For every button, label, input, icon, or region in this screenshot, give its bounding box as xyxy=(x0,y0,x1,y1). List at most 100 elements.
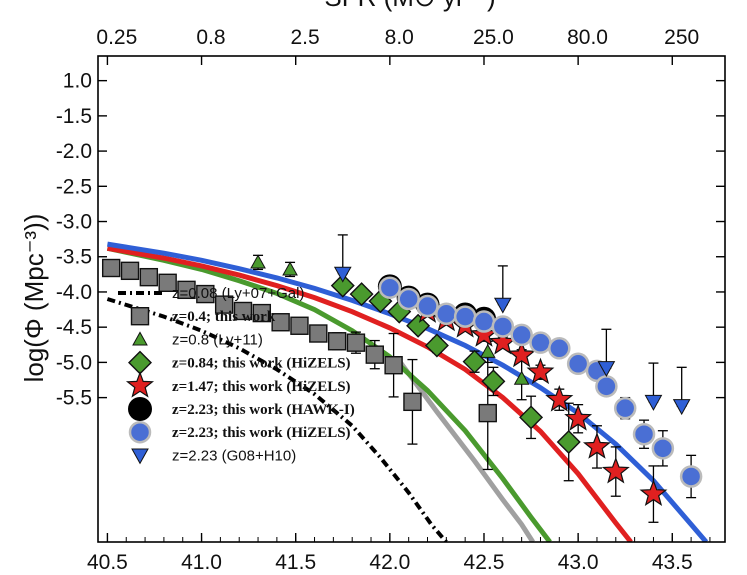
marker-z223-g08h10 xyxy=(672,399,691,416)
marker-z04 xyxy=(271,313,290,332)
marker-z223-hizels xyxy=(491,315,515,338)
y-tick-label: -1.5 xyxy=(56,105,92,128)
marker-z223-g08h10 xyxy=(644,394,663,411)
marker-z04 xyxy=(101,258,121,278)
x-tick-label: 42.5 xyxy=(464,551,505,574)
marker-z08 xyxy=(282,261,298,276)
marker-z223-g08h10 xyxy=(493,297,512,314)
x-tick-label: 42.0 xyxy=(369,551,410,574)
legend-marker-z04 xyxy=(130,307,150,326)
y-tick-label: -4.0 xyxy=(56,281,92,304)
marker-z223-hizels xyxy=(679,465,703,488)
marker-z04 xyxy=(309,324,328,343)
y-tick-label: -3.5 xyxy=(56,246,92,269)
y-tick-label: -3.0 xyxy=(56,211,92,234)
marker-z223-hizels xyxy=(632,422,656,446)
marker-z223-hizels xyxy=(416,294,439,318)
marker-z223-hizels xyxy=(595,375,618,398)
legend: z=0.08 (Ly+07+Gal) z=0.4; this work z=0.8 … xyxy=(118,285,355,465)
legend-marker-z223-hizels xyxy=(128,420,152,444)
marker-z147 xyxy=(582,432,611,459)
marker-z04 xyxy=(139,267,159,287)
x-tick-label: 41.5 xyxy=(275,551,316,574)
marker-z08 xyxy=(479,343,496,358)
marker-z223-hizels xyxy=(510,323,533,347)
marker-z04 xyxy=(384,356,403,375)
marker-z147 xyxy=(601,456,630,484)
marker-z084 xyxy=(462,349,487,374)
legend-label-z084: z=0.84; this work (HiZELS) xyxy=(172,356,351,372)
marker-z223-hizels xyxy=(397,287,420,311)
legend-label-z223-hizels: z=2.23; this work (HiZELS) xyxy=(172,425,351,441)
x-tick-label: 43.5 xyxy=(652,551,693,574)
marker-z084 xyxy=(556,429,581,454)
curve-z223 xyxy=(107,241,709,542)
marker-z04 xyxy=(252,303,272,323)
marker-z04 xyxy=(233,301,253,321)
marker-z084 xyxy=(519,405,544,430)
plot-frame xyxy=(97,55,726,543)
curve-z084 xyxy=(106,245,552,542)
marker-z04 xyxy=(214,295,234,314)
curve-z04 xyxy=(397,359,536,542)
curve-z008 xyxy=(106,297,448,542)
top-tick-label: 0.8 xyxy=(196,26,225,49)
marker-z04 xyxy=(478,403,497,423)
top-tick-label: 80.0 xyxy=(567,26,608,49)
marker-z223-hizels xyxy=(472,310,496,333)
marker-z223-hizels xyxy=(613,396,637,420)
top-axis-label: SFR (M⊙ yr⁻¹) xyxy=(324,0,495,12)
marker-z04 xyxy=(365,345,384,364)
x-tick-label: 41.0 xyxy=(181,551,222,574)
y-tick-label: 1.0 xyxy=(63,70,92,93)
legend-marker-z147 xyxy=(125,371,155,398)
marker-z04 xyxy=(177,280,196,300)
marker-z084 xyxy=(330,273,355,298)
top-tick-label: 2.5 xyxy=(291,26,320,49)
marker-z04 xyxy=(403,392,422,412)
legend-marker-z08 xyxy=(132,331,148,346)
marker-z147 xyxy=(507,340,536,368)
legend-label-z223-hawki: z=2.23; this work (HAWK-I) xyxy=(172,402,355,418)
legend-label-z04: z=0.4; this work xyxy=(172,309,276,325)
marker-z223-hizels xyxy=(378,276,402,299)
marker-z223-hizels xyxy=(529,331,552,354)
marker-z223-g08h10 xyxy=(333,266,352,283)
y-axis-label: log(Φ (Mpc⁻³)) xyxy=(19,214,49,383)
marker-z084 xyxy=(406,313,431,338)
marker-z04 xyxy=(346,333,366,352)
top-tick-label: 8.0 xyxy=(385,26,414,49)
y-tick-label: -5.0 xyxy=(56,351,92,374)
marker-z08 xyxy=(250,254,266,269)
legend-marker-z223-g08h10 xyxy=(131,448,149,465)
legend-label-z147: z=1.47; this work (HiZELS) xyxy=(172,379,351,395)
x-tick-label: 43.0 xyxy=(558,551,599,574)
marker-z04 xyxy=(327,332,347,351)
legend-label-z008: z=0.08 (Ly+07+Gal) xyxy=(172,285,304,302)
marker-z04 xyxy=(120,261,140,281)
curve-z147 xyxy=(106,245,633,542)
marker-z223-hizels xyxy=(453,305,477,328)
legend-label-z223-g08h10: z=2.23 (G08+H10) xyxy=(172,447,296,464)
marker-z223-hizels xyxy=(548,337,571,360)
legend-label-z08: z=0.8 (Ly+11) xyxy=(172,331,263,348)
marker-z04 xyxy=(290,316,309,335)
marker-z223-hizels xyxy=(435,302,458,326)
marker-z147 xyxy=(564,404,593,431)
marker-z223-hizels xyxy=(651,437,675,460)
y-tick-label: -4.5 xyxy=(56,316,92,339)
marker-z147 xyxy=(526,357,555,385)
y-tick-label: -2.5 xyxy=(56,175,92,198)
top-tick-label: 250 xyxy=(664,26,699,49)
marker-z147 xyxy=(545,384,574,412)
marker-z147 xyxy=(639,479,668,506)
marker-z084 xyxy=(481,369,506,394)
marker-z084 xyxy=(349,282,374,307)
marker-z04 xyxy=(196,284,215,304)
marker-z223-hizels xyxy=(566,352,590,376)
marker-z223-g08h10 xyxy=(597,361,616,378)
marker-z08 xyxy=(513,370,530,385)
marker-z084 xyxy=(424,333,449,358)
x-tick-label: 40.5 xyxy=(87,551,128,574)
